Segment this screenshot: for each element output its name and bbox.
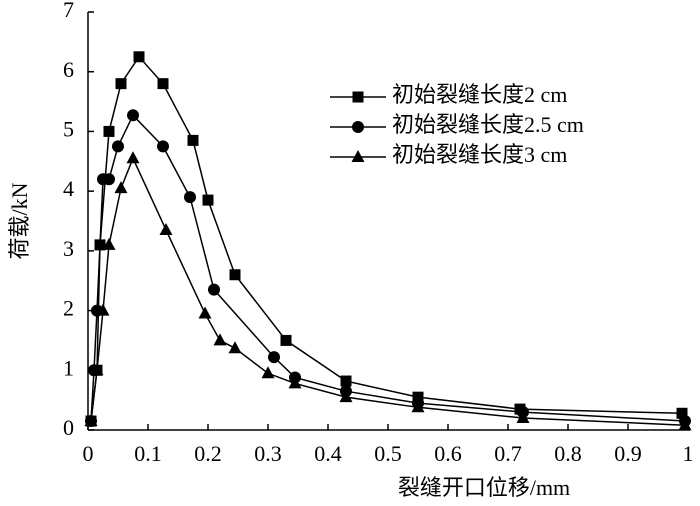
x-tick-label: 0.3 bbox=[254, 441, 282, 466]
data-point bbox=[213, 333, 227, 346]
data-point bbox=[133, 51, 145, 63]
x-tick-label: 0.5 bbox=[374, 441, 402, 466]
data-point bbox=[157, 78, 169, 90]
x-tick-label: 0.8 bbox=[554, 441, 582, 466]
data-point bbox=[268, 351, 280, 364]
data-point bbox=[678, 418, 692, 431]
data-point bbox=[202, 194, 214, 206]
data-point bbox=[288, 376, 302, 389]
y-tick-label: 5 bbox=[63, 116, 74, 141]
legend-label: 初始裂缝长度2.5 cm bbox=[392, 112, 584, 137]
series-line bbox=[90, 55, 683, 422]
data-point bbox=[229, 269, 241, 281]
data-point bbox=[90, 363, 104, 376]
data-point bbox=[103, 125, 115, 137]
data-point bbox=[159, 222, 173, 235]
data-point bbox=[187, 134, 199, 146]
data-point bbox=[112, 140, 124, 153]
x-tick-label: 0.2 bbox=[194, 441, 222, 466]
data-point bbox=[280, 334, 292, 346]
y-tick-label: 4 bbox=[63, 176, 74, 201]
legend-label: 初始裂缝长度2 cm bbox=[392, 82, 567, 107]
y-tick-label: 7 bbox=[63, 0, 74, 22]
data-point bbox=[114, 181, 128, 194]
legend-marker bbox=[352, 91, 364, 103]
data-point bbox=[127, 109, 139, 122]
data-point bbox=[157, 140, 169, 153]
data-point bbox=[228, 341, 242, 354]
x-axis-label: 裂缝开口位移/mm bbox=[398, 475, 570, 500]
data-point bbox=[103, 173, 115, 186]
series-line bbox=[90, 156, 686, 426]
y-axis-label: 荷载/kN bbox=[7, 182, 32, 259]
data-point bbox=[516, 411, 530, 424]
x-tick-label: 0 bbox=[83, 441, 94, 466]
data-point bbox=[339, 390, 353, 403]
x-tick-label: 0.7 bbox=[494, 441, 522, 466]
x-tick-label: 0.4 bbox=[314, 441, 342, 466]
data-point bbox=[115, 78, 127, 90]
data-point bbox=[676, 407, 688, 419]
data-point bbox=[184, 191, 196, 204]
y-tick-label: 2 bbox=[63, 296, 74, 321]
y-tick-label: 6 bbox=[63, 57, 74, 82]
data-point bbox=[411, 400, 425, 413]
data-point bbox=[198, 306, 212, 319]
data-point bbox=[208, 283, 220, 296]
legend-marker bbox=[351, 150, 365, 162]
data-point bbox=[126, 151, 140, 164]
y-tick-label: 3 bbox=[63, 236, 74, 261]
data-point bbox=[340, 375, 352, 387]
y-tick-label: 0 bbox=[63, 415, 74, 440]
data-point bbox=[84, 414, 98, 427]
legend-marker bbox=[352, 121, 364, 133]
x-tick-label: 1 bbox=[683, 441, 694, 466]
data-point bbox=[102, 237, 116, 250]
x-tick-label: 0.9 bbox=[614, 441, 642, 466]
x-tick-label: 0.6 bbox=[434, 441, 462, 466]
x-tick-label: 0.1 bbox=[134, 441, 162, 466]
series-line bbox=[90, 114, 686, 422]
legend-label: 初始裂缝长度3 cm bbox=[392, 142, 567, 167]
data-point bbox=[96, 303, 110, 316]
y-tick-label: 1 bbox=[63, 355, 74, 380]
data-point bbox=[261, 366, 275, 379]
